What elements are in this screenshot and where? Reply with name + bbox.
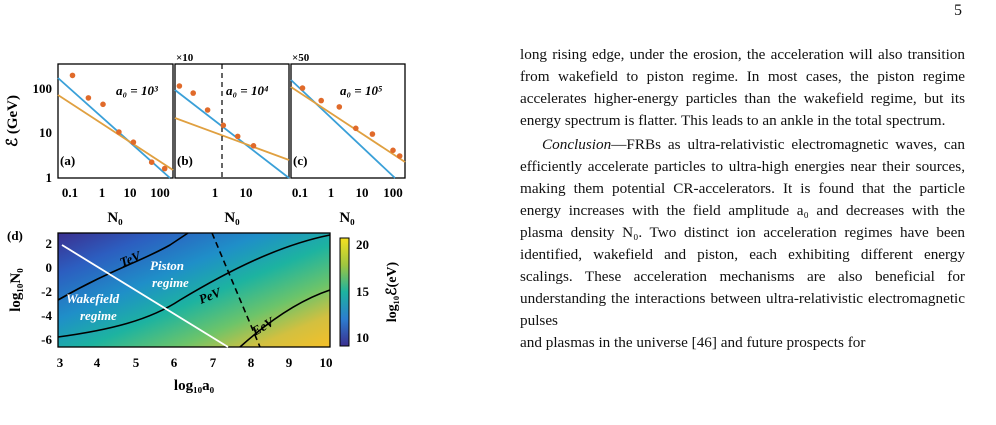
piston-fit-line bbox=[290, 86, 406, 163]
data-point bbox=[318, 97, 325, 104]
x-axis-label: N₀ bbox=[339, 210, 355, 226]
piston-fit-line bbox=[57, 94, 174, 171]
panel-label: (d) bbox=[7, 228, 23, 243]
data-point bbox=[250, 143, 257, 149]
conclusion-text: —FRBs as ultra-relativistic electromagne… bbox=[520, 136, 965, 329]
y-tick: 10 bbox=[39, 125, 52, 140]
panel-label: (a) bbox=[60, 153, 75, 168]
body-text: long rising edge, under the erosion, the… bbox=[520, 44, 965, 354]
x-tick: 10 bbox=[124, 185, 137, 200]
data-point bbox=[299, 85, 306, 91]
x-tick: 3 bbox=[57, 355, 64, 370]
x-ticks-a: 0.1 1 10 100 bbox=[62, 185, 170, 200]
x-tick: 10 bbox=[320, 355, 333, 370]
x-tick: 100 bbox=[383, 185, 403, 200]
panel-annotation: a₀ = 10⁴ bbox=[226, 83, 269, 98]
y-ticks-a: 100 10 1 bbox=[33, 81, 53, 185]
y-axis-label-d: log₁₀N₀ bbox=[8, 268, 24, 312]
multiplier: ×10 bbox=[176, 52, 194, 64]
data-point bbox=[161, 165, 168, 172]
panel-b: a₀ = 10⁴ (b) ×10 bbox=[174, 52, 290, 179]
y-axis-label: ℰ (GeV) bbox=[5, 95, 21, 147]
colorbar-tick: 10 bbox=[356, 330, 369, 345]
multiplier: ×50 bbox=[292, 52, 310, 64]
x-axis-label: N₀ bbox=[224, 210, 240, 226]
contour-eev bbox=[239, 289, 331, 348]
x-tick: 8 bbox=[248, 355, 255, 370]
colorbar-tick: 15 bbox=[356, 284, 370, 299]
x-tick: 0.1 bbox=[62, 185, 78, 200]
panel-label: (b) bbox=[177, 153, 193, 168]
data-point bbox=[396, 153, 403, 159]
data-point bbox=[116, 129, 122, 135]
dashed-boundary bbox=[211, 232, 261, 348]
piston-regime-label: Piston regime bbox=[150, 258, 189, 290]
data-point bbox=[390, 147, 396, 154]
y-tick: -6 bbox=[41, 332, 52, 347]
y-tick: -2 bbox=[41, 284, 52, 299]
x-axis-label: N₀ bbox=[107, 210, 123, 226]
x-axis-label-d: log₁₀a₀ bbox=[174, 378, 215, 394]
panel-d: (d) TeV PeV EeV Piston regime Wakefield re… bbox=[7, 228, 331, 348]
x-ticks-c: 0.1 1 10 100 bbox=[292, 185, 403, 200]
y-tick: 1 bbox=[46, 170, 53, 185]
colorbar: 20 15 10 log₁₀ℰ(eV) bbox=[339, 237, 400, 347]
x-ticks-b: 1 10 bbox=[212, 185, 253, 200]
x-tick: 1 bbox=[212, 185, 219, 200]
data-point bbox=[85, 95, 92, 101]
x-tick: 100 bbox=[150, 185, 170, 200]
y-tick: -4 bbox=[41, 308, 52, 323]
x-tick: 0.1 bbox=[292, 185, 308, 200]
x-tick: 4 bbox=[94, 355, 101, 370]
page-number: 5 bbox=[954, 2, 962, 19]
wakefield-regime-label: Wakefield regime bbox=[66, 291, 120, 323]
contour-pev bbox=[57, 234, 331, 338]
figure: a₀ = 10³ (a) a₀ = 10⁴ (b) ×10 a₀ = 10⁵ (… bbox=[5, 52, 406, 394]
paragraph-partial: and plasmas in the universe [46] and fut… bbox=[520, 334, 866, 351]
colorbar-label: log₁₀ℰ(eV) bbox=[385, 261, 400, 322]
x-tick: 7 bbox=[210, 355, 217, 370]
data-point bbox=[204, 107, 211, 113]
panel-annotation: a₀ = 10³ bbox=[116, 83, 159, 98]
paragraph: long rising edge, under the erosion, the… bbox=[520, 46, 965, 129]
contour-tev bbox=[57, 232, 189, 301]
x-ticks-d: 3 4 5 6 7 8 9 10 bbox=[57, 355, 333, 370]
regime-boundary-line bbox=[61, 244, 229, 348]
data-point bbox=[220, 122, 227, 129]
data-point bbox=[100, 101, 106, 108]
panel-annotation: a₀ = 10⁵ bbox=[340, 83, 383, 98]
x-labels-top: N₀ N₀ N₀ bbox=[107, 210, 355, 226]
wakefield-fit-line bbox=[174, 89, 290, 179]
data-point bbox=[190, 90, 196, 96]
panel-a: a₀ = 10³ (a) bbox=[57, 63, 174, 179]
y-tick: 100 bbox=[33, 81, 53, 96]
x-tick: 10 bbox=[240, 185, 253, 200]
data-point bbox=[69, 72, 76, 79]
data-point bbox=[130, 139, 137, 145]
data-point bbox=[369, 131, 376, 137]
piston-fit-line bbox=[174, 117, 290, 161]
data-point bbox=[234, 133, 241, 140]
conclusion-paragraph: Conclusion—FRBs as ultra-relativistic el… bbox=[520, 134, 965, 332]
x-tick: 10 bbox=[356, 185, 369, 200]
x-tick: 1 bbox=[328, 185, 335, 200]
wakefield-fit-line bbox=[290, 79, 396, 179]
y-tick: 2 bbox=[46, 236, 53, 251]
panel-label: (c) bbox=[293, 153, 307, 168]
conclusion-label: Conclusion bbox=[542, 136, 612, 153]
heatmap bbox=[57, 232, 331, 348]
panel-c: a₀ = 10⁵ (c) ×50 bbox=[290, 52, 406, 179]
data-point bbox=[148, 159, 155, 165]
colorbar-tick: 20 bbox=[356, 237, 369, 252]
x-tick: 1 bbox=[99, 185, 106, 200]
y-ticks-d: 2 0 -2 -4 -6 bbox=[41, 236, 52, 347]
data-point bbox=[336, 104, 343, 110]
x-tick: 5 bbox=[133, 355, 140, 370]
x-tick: 9 bbox=[286, 355, 293, 370]
data-point bbox=[176, 83, 183, 89]
y-tick: 0 bbox=[46, 260, 53, 275]
x-tick: 6 bbox=[171, 355, 178, 370]
data-point bbox=[353, 125, 359, 132]
